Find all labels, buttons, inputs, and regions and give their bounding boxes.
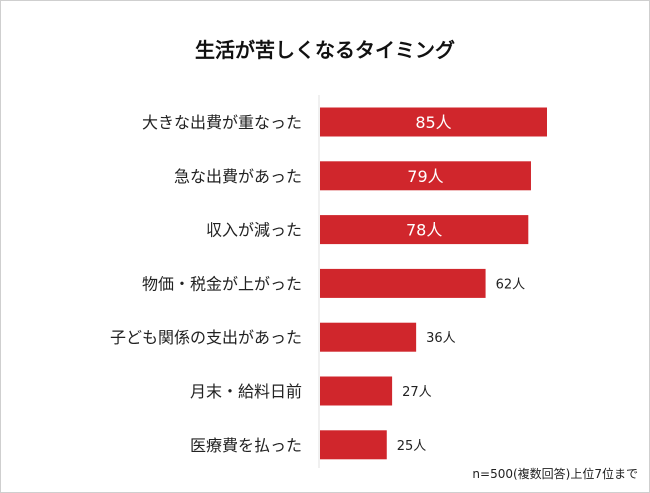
value-label: 78人 — [406, 221, 442, 240]
value-label: 85人 — [415, 113, 451, 132]
value-label: 27人 — [402, 385, 432, 400]
bar — [320, 215, 529, 245]
bar — [320, 268, 486, 298]
category-label: 子ども関係の支出があった — [110, 328, 302, 347]
value-label: 62人 — [496, 277, 526, 292]
value-label: 25人 — [397, 439, 427, 454]
category-label: 大きな出費が重なった — [142, 113, 302, 132]
bar — [320, 322, 417, 352]
category-label: 収入が減った — [206, 221, 302, 240]
category-label: 月末・給料日前 — [190, 382, 302, 401]
bar — [320, 430, 387, 460]
category-label: 物価・税金が上がった — [142, 274, 302, 293]
value-label: 36人 — [426, 331, 456, 346]
bar — [320, 107, 547, 137]
value-label: 79人 — [407, 167, 443, 186]
chart-title: 生活が苦しくなるタイミング — [195, 38, 455, 62]
category-label: 医療費を払った — [190, 436, 302, 455]
category-label: 急な出費があった — [174, 167, 302, 186]
chart-note: n=500(複数回答)上位7位まで — [472, 467, 638, 481]
bar — [320, 376, 393, 406]
bar — [320, 161, 531, 191]
